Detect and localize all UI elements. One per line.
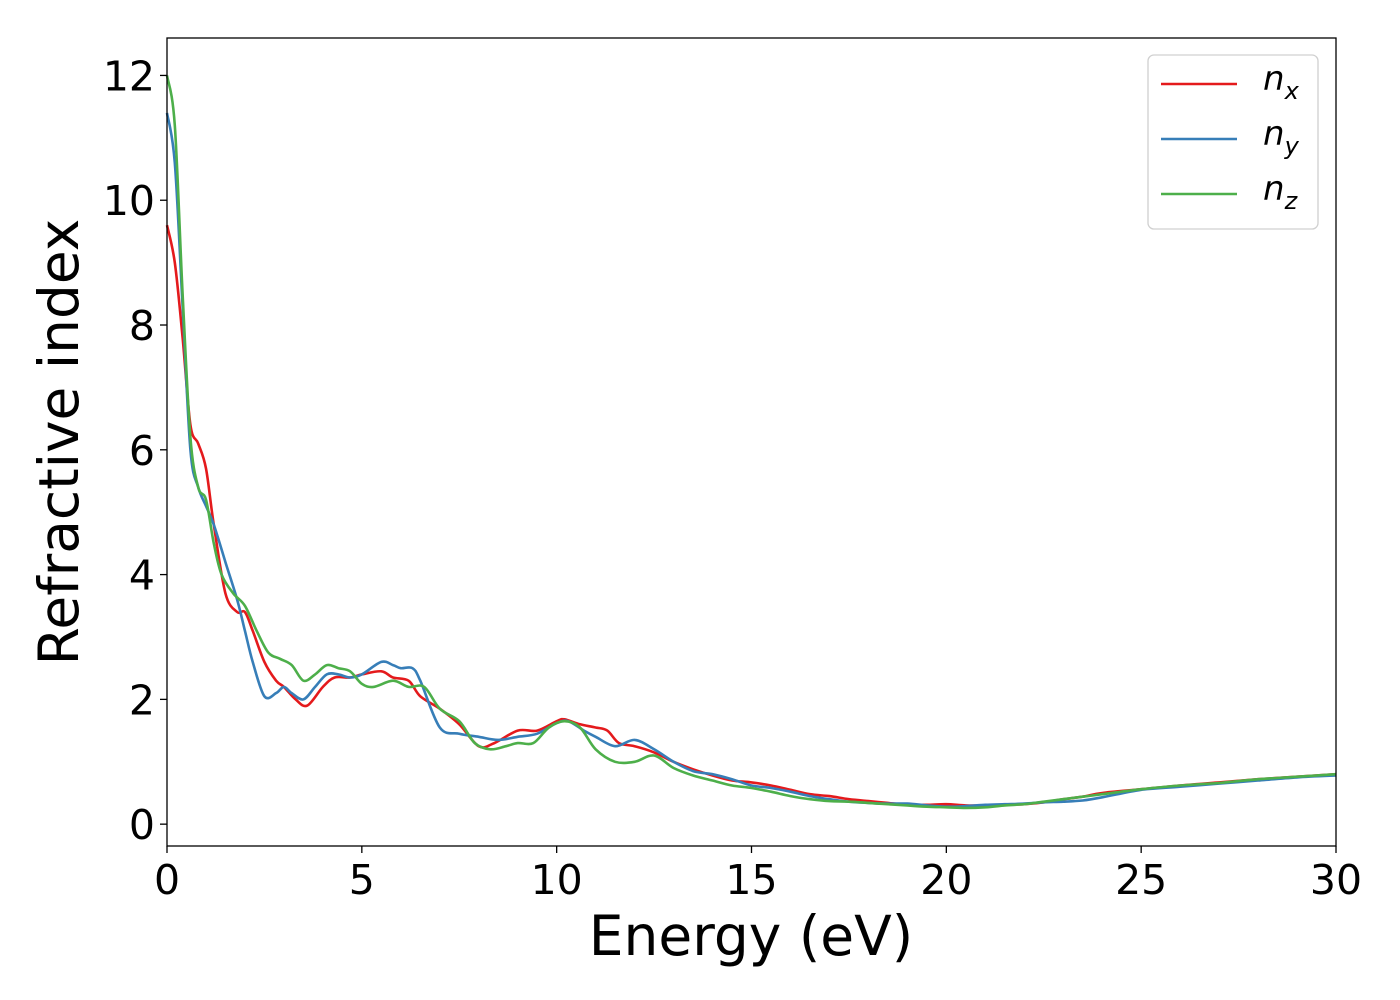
series-line-nz	[165, 75, 1337, 810]
y-axis-ticks: 0 2 4 6 8 10 12	[103, 52, 167, 849]
x-tick-label: 0	[154, 856, 180, 904]
y-tick-label: 12	[103, 52, 155, 100]
series-line-nx	[165, 224, 1337, 807]
x-tick-label: 5	[349, 856, 375, 904]
x-axis-ticks: 0 5 10 15 20 25 30	[154, 846, 1362, 904]
series-lines	[165, 75, 1337, 810]
y-tick-label: 6	[129, 427, 155, 475]
x-axis-label: Energy (eV)	[589, 904, 913, 968]
x-tick-label: 20	[920, 856, 972, 904]
x-tick-label: 30	[1310, 856, 1362, 904]
x-tick-label: 25	[1115, 856, 1167, 904]
legend-label-nz: nz	[1263, 169, 1299, 215]
y-axis-label: Refractive index	[27, 219, 91, 666]
legend-box	[1147, 54, 1319, 230]
y-tick-label: 10	[103, 177, 155, 225]
y-tick-label: 0	[129, 801, 155, 849]
x-tick-label: 10	[531, 856, 583, 904]
y-tick-label: 2	[129, 676, 155, 724]
y-tick-label: 4	[129, 552, 155, 600]
x-tick-label: 15	[725, 856, 777, 904]
y-tick-label: 8	[129, 302, 155, 350]
